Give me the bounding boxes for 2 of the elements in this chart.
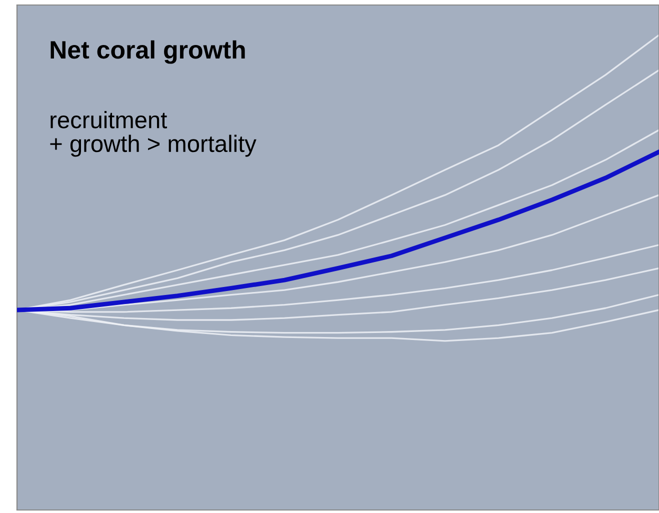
chart-title: Net coral growth: [50, 40, 245, 64]
annotation: recruitment + growth > mortality: [50, 111, 256, 157]
